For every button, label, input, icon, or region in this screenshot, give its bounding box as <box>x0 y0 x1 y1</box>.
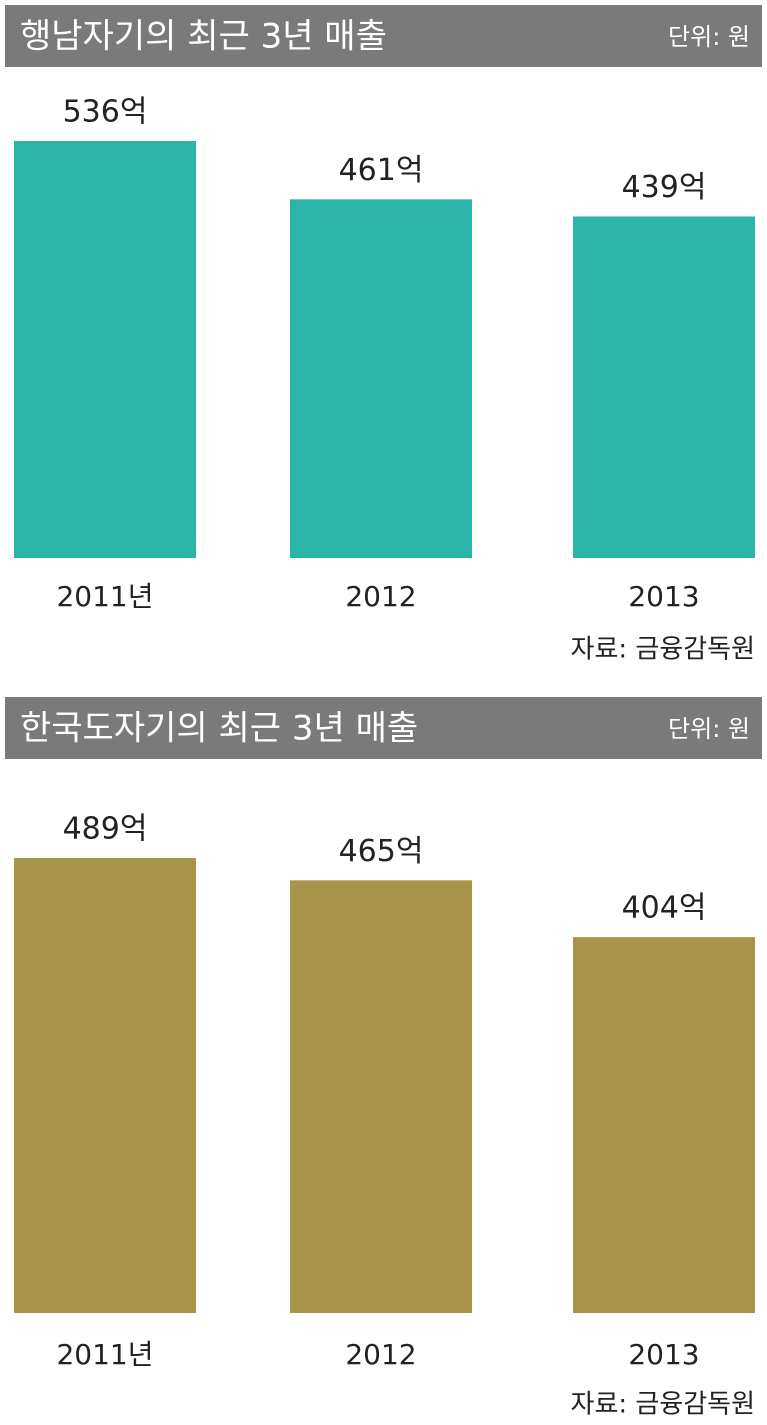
bar <box>290 199 472 558</box>
bar <box>290 880 472 1313</box>
value-label: 404억 <box>622 891 707 926</box>
x-tick-label: 2011년 <box>56 1338 153 1371</box>
header-bar <box>5 697 762 759</box>
x-tick-label: 2011년 <box>56 580 153 613</box>
value-label: 439억 <box>622 170 707 205</box>
value-label: 465억 <box>339 834 424 869</box>
chart-title: 행남자기의 최근 3년 매출 <box>20 17 387 57</box>
value-label: 489억 <box>63 812 148 847</box>
value-label: 536억 <box>63 95 148 130</box>
unit-label: 단위: 원 <box>668 715 750 743</box>
bar <box>14 858 196 1313</box>
bar <box>573 216 755 559</box>
x-tick-label: 2012 <box>345 1338 416 1371</box>
source-note: 자료: 금융감독원 <box>571 635 755 665</box>
x-tick-label: 2012 <box>345 580 416 613</box>
value-label: 461억 <box>339 153 424 188</box>
header-bar <box>5 5 762 67</box>
bar <box>14 141 196 558</box>
x-tick-label: 2013 <box>628 1338 699 1371</box>
unit-label: 단위: 원 <box>668 23 750 51</box>
x-tick-label: 2013 <box>628 580 699 613</box>
source-note: 자료: 금융감독원 <box>571 1390 755 1420</box>
bar <box>573 937 755 1313</box>
chart-title: 한국도자기의 최근 3년 매출 <box>20 709 418 749</box>
